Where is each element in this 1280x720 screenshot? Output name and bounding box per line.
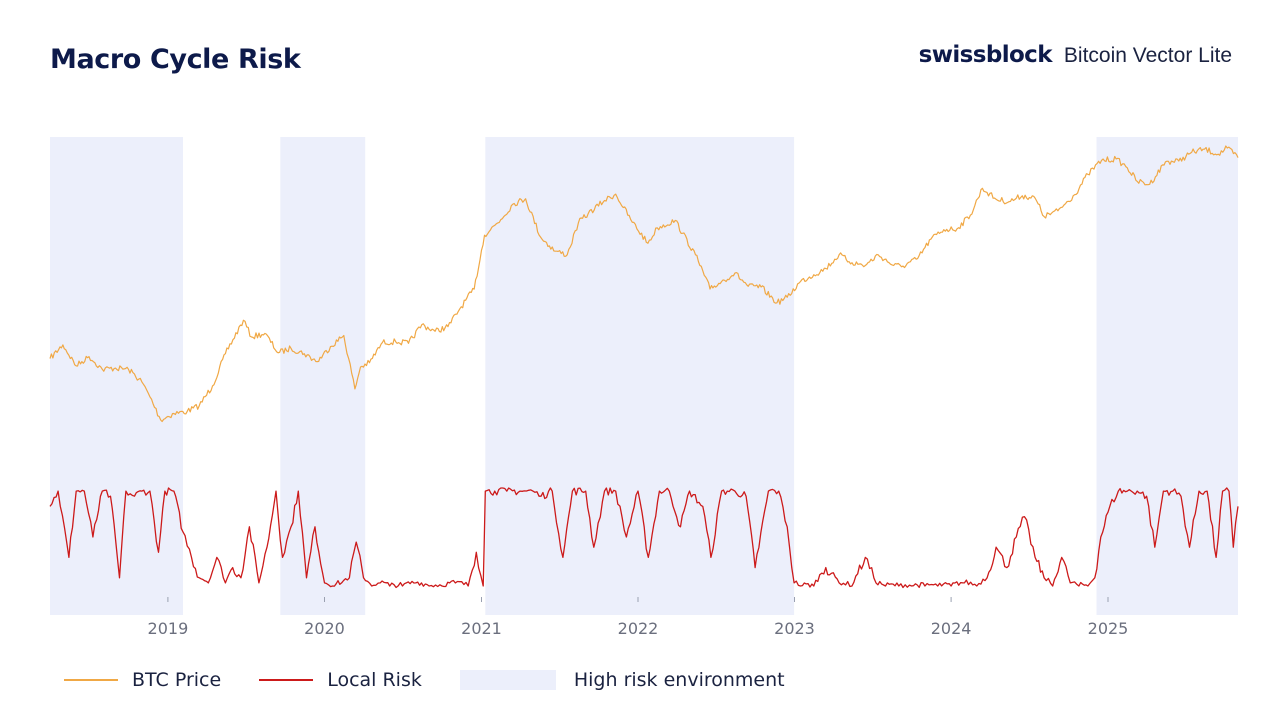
- brand: swissblock Bitcoin Vector Lite: [919, 42, 1232, 76]
- legend-swatch-local-risk: [259, 679, 314, 681]
- x-axis: 2019 2020 2021 2022 2023 2024 2025: [148, 597, 1129, 638]
- high-risk-band-2: [280, 137, 366, 615]
- legend: BTC Price Local Risk High risk environme…: [64, 666, 823, 694]
- page-title: Macro Cycle Risk: [50, 44, 301, 75]
- x-tick-label-2024: 2024: [931, 619, 972, 638]
- x-tick-label-2020: 2020: [304, 619, 345, 638]
- product-name: Bitcoin Vector Lite: [1063, 44, 1232, 67]
- legend-label-high-risk: High risk environment: [573, 669, 785, 691]
- swissblock-logo: swissblock: [918, 42, 1053, 68]
- legend-item-high-risk: High risk environment: [459, 669, 785, 691]
- series-line-local-risk: [49, 487, 1239, 589]
- x-tick-label-2021: 2021: [461, 619, 502, 638]
- high-risk-band-3: [485, 137, 795, 615]
- legend-swatch-btc-price: [64, 679, 118, 681]
- high-risk-band-4: [1096, 137, 1238, 615]
- x-tick-label-2023: 2023: [774, 619, 815, 638]
- x-tick-label-2019: 2019: [148, 619, 189, 638]
- series-lines: [49, 145, 1239, 589]
- legend-item-local-risk: Local Risk: [259, 669, 422, 691]
- legend-swatch-high-risk: [459, 670, 556, 690]
- x-tick-label-2025: 2025: [1088, 619, 1129, 638]
- legend-label-btc-price: BTC Price: [132, 669, 222, 691]
- legend-item-btc-price: BTC Price: [64, 669, 221, 691]
- x-tick-label-2022: 2022: [618, 619, 659, 638]
- series-line-btc-price: [49, 145, 1239, 423]
- high-risk-bands: [50, 137, 1238, 615]
- legend-label-local-risk: Local Risk: [327, 669, 422, 691]
